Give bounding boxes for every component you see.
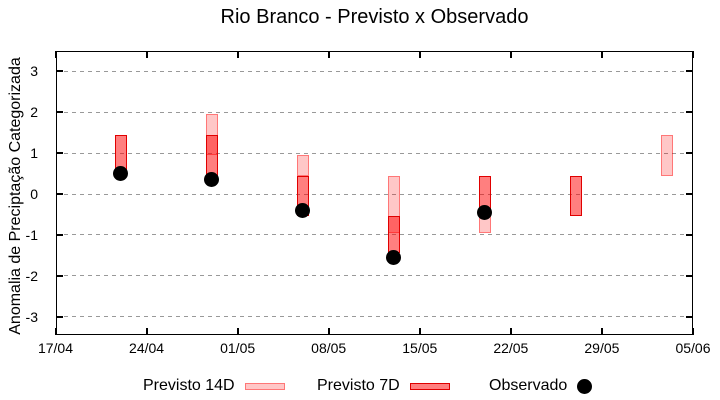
gridline: [55, 152, 693, 154]
y-tick-mark: [686, 274, 693, 277]
y-tick-label: 1: [30, 145, 38, 162]
x-tick-mark: [145, 51, 148, 58]
x-tick-mark: [54, 328, 57, 335]
forecast-14d-bar: [296, 155, 309, 176]
x-tick-mark: [418, 328, 421, 335]
x-tick-mark: [600, 328, 603, 335]
x-tick-label: 24/04: [129, 340, 165, 356]
legend-item-label: Previsto 7D: [317, 377, 400, 394]
x-tick-label: 01/05: [220, 340, 256, 356]
y-tick-mark: [686, 315, 693, 318]
x-tick-label: 29/05: [584, 340, 620, 356]
gridline: [55, 275, 693, 277]
y-tick-mark: [686, 70, 693, 73]
legend-observed-dot-swatch: [577, 378, 593, 394]
x-tick-mark: [145, 328, 148, 335]
y-tick-mark: [686, 233, 693, 236]
y-tick-label: 0: [30, 186, 38, 203]
y-tick-mark: [55, 233, 63, 236]
observed-dot: [386, 249, 402, 265]
y-tick-mark: [686, 111, 693, 114]
y-tick-label: 3: [30, 63, 38, 80]
x-tick-label: 08/05: [311, 340, 347, 356]
forecast-7d-bar: [205, 134, 218, 176]
y-tick-mark: [686, 193, 693, 196]
legend-item-label: Observado: [489, 377, 568, 394]
chart-title: Rio Branco - Previsto x Observado: [220, 6, 529, 28]
gridline: [55, 111, 693, 113]
legend-item: Previsto 7D: [317, 377, 450, 395]
y-tick-label: -2: [25, 267, 38, 284]
plot-area: [54, 51, 694, 335]
legend-item: Previsto 14D: [143, 377, 285, 395]
x-tick-mark: [327, 51, 330, 58]
x-tick-label: 22/05: [493, 340, 529, 356]
y-tick-mark: [686, 152, 693, 155]
forecast-7d-bar: [387, 216, 400, 254]
y-tick-label: -3: [25, 308, 38, 325]
x-tick-mark: [236, 51, 239, 58]
y-tick-mark: [55, 70, 63, 73]
gridline: [55, 234, 693, 236]
observed-dot: [295, 202, 311, 218]
x-tick-mark: [692, 328, 694, 335]
x-tick-mark: [600, 51, 603, 58]
gridline: [55, 193, 693, 195]
x-tick-mark: [327, 328, 330, 335]
y-tick-mark: [55, 193, 63, 196]
observed-dot: [477, 204, 493, 220]
x-tick-mark: [418, 51, 421, 58]
legend-7d-swatch: [409, 382, 450, 390]
legend-item: Observado: [489, 377, 593, 395]
x-tick-label: 17/04: [37, 340, 74, 356]
y-tick-mark: [55, 315, 63, 318]
gridline: [55, 316, 693, 318]
x-tick-mark: [509, 328, 512, 335]
x-tick-mark: [509, 51, 512, 58]
forecast-7d-bar: [569, 175, 582, 217]
legend-item-label: Previsto 14D: [143, 377, 235, 394]
x-tick-mark: [236, 328, 239, 335]
legend-14d-swatch: [244, 382, 285, 390]
y-tick-mark: [55, 274, 63, 277]
y-tick-label: 2: [30, 104, 38, 121]
observed-dot: [113, 166, 129, 182]
forecast-14d-bar: [660, 134, 673, 176]
gridline: [55, 70, 693, 72]
x-tick-label: 15/05: [402, 340, 438, 356]
y-tick-label: -1: [25, 226, 38, 243]
observed-dot: [204, 172, 220, 188]
x-tick-mark: [54, 51, 57, 58]
x-tick-label: 05/06: [675, 340, 711, 356]
y-tick-mark: [55, 152, 63, 155]
y-tick-mark: [55, 111, 63, 114]
x-tick-mark: [692, 51, 694, 58]
